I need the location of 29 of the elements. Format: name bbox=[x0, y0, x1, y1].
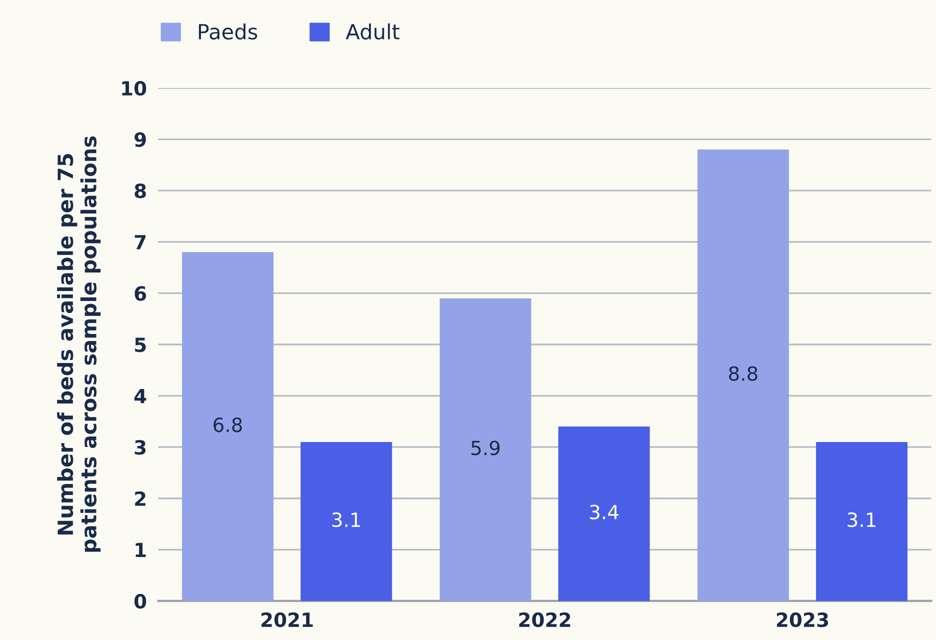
y-tick-label: 10 bbox=[122, 80, 146, 96]
y-tick-label: 4 bbox=[134, 388, 146, 404]
bar bbox=[558, 426, 650, 601]
data-label: 3.1 bbox=[848, 512, 876, 528]
y-tick-label: 0 bbox=[134, 594, 146, 609]
y-tick-label: 9 bbox=[134, 132, 146, 147]
y-tick-label: 2 bbox=[135, 491, 146, 506]
y-tick-label: 8 bbox=[134, 184, 146, 198]
data-label: 3.4 bbox=[590, 504, 618, 520]
y-tick-label: 7 bbox=[134, 235, 146, 250]
x-tick-label: 2023 bbox=[776, 612, 828, 628]
x-tick-label: 2021 bbox=[262, 612, 313, 628]
y-tick-label: 1 bbox=[136, 542, 146, 558]
y-tick-label: 5 bbox=[135, 338, 146, 352]
bar bbox=[440, 298, 532, 601]
bar bbox=[816, 442, 908, 601]
bar bbox=[697, 150, 789, 601]
y-tick-label: 3 bbox=[134, 440, 146, 455]
y-tick-label: 6 bbox=[134, 286, 146, 301]
y-axis-title: Number of beds available per 75 patients across sample populations bbox=[57, 136, 101, 552]
data-label: 6.8 bbox=[214, 417, 242, 432]
data-label: 3.1 bbox=[332, 512, 360, 528]
bar bbox=[182, 252, 274, 601]
bar bbox=[300, 442, 392, 601]
x-tick-label: 2022 bbox=[519, 612, 570, 628]
data-label: 5.9 bbox=[472, 440, 500, 456]
legend-label: Adult bbox=[346, 23, 400, 40]
data-label: 8.8 bbox=[729, 366, 758, 381]
legend-label: Paeds bbox=[198, 23, 258, 40]
